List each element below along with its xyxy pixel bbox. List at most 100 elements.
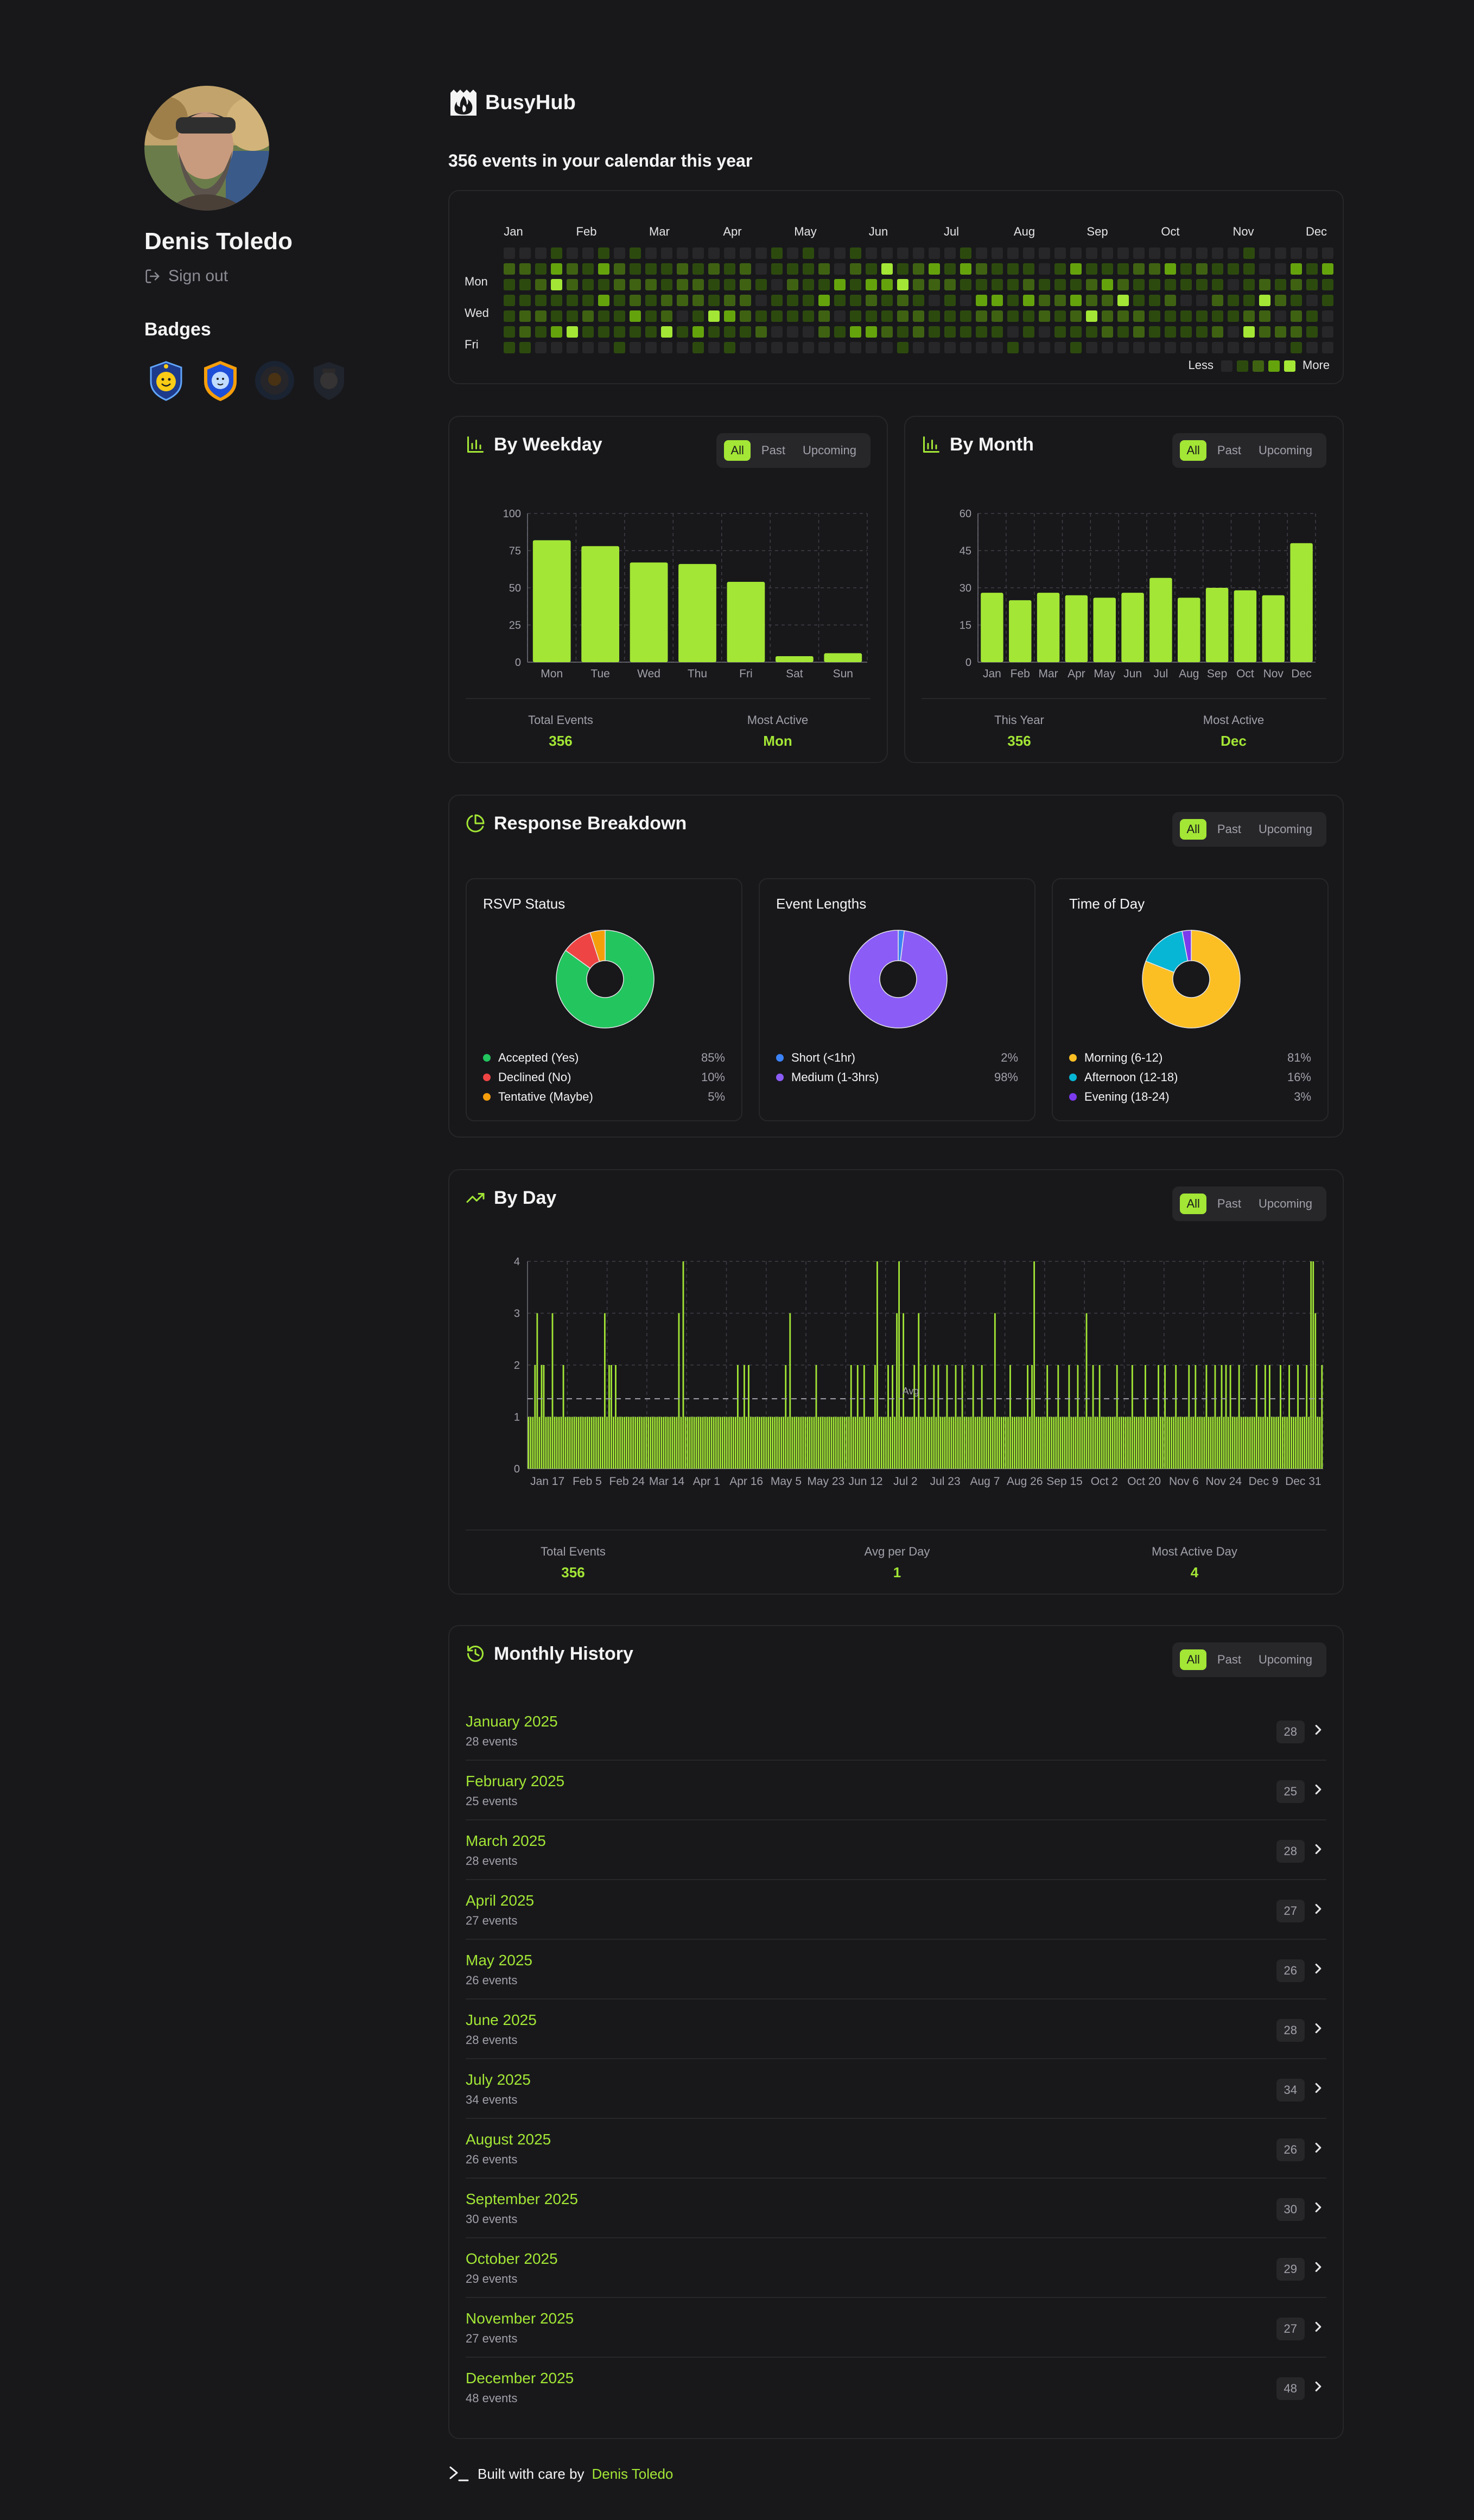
- y-tick-label: 0: [965, 657, 971, 669]
- month-row[interactable]: September 2025 30 events 30: [466, 2179, 1326, 2238]
- footer-author-link[interactable]: Denis Toledo: [592, 2465, 674, 2482]
- chevron-right-icon: [1315, 1903, 1321, 1914]
- day-bar: [1103, 1417, 1105, 1469]
- heatmap-cell: [1180, 326, 1192, 338]
- day-bar: [994, 1313, 996, 1469]
- month-row[interactable]: July 2025 34 events 34: [466, 2059, 1326, 2119]
- month-row[interactable]: December 2025 48 events 48: [466, 2358, 1326, 2417]
- heatmap-cell: [818, 263, 830, 275]
- heatmap-cell: [1102, 310, 1113, 322]
- day-bar: [1234, 1417, 1236, 1469]
- most-active-day-stat: Most Active Day 4: [1124, 1545, 1265, 1581]
- day-bar: [800, 1417, 802, 1469]
- day-bar: [746, 1417, 747, 1469]
- day-bar: [1306, 1365, 1308, 1469]
- day-bar: [599, 1417, 601, 1469]
- locked-badge-icon[interactable]: [307, 359, 351, 402]
- day-bar: [1053, 1417, 1055, 1469]
- sign-out-link[interactable]: Sign out: [144, 267, 416, 285]
- day-bar: [1216, 1417, 1218, 1469]
- heatmap-cell: [834, 326, 846, 338]
- heatmap-cell: [992, 247, 1003, 259]
- month-row[interactable]: October 2025 29 events 29: [466, 2238, 1326, 2298]
- heatmap-cell: [724, 310, 735, 322]
- day-bar: [809, 1417, 811, 1469]
- day-bar: [1301, 1417, 1304, 1469]
- filter-upcoming-button[interactable]: Upcoming: [802, 443, 856, 457]
- heatmap-cell: [1023, 247, 1034, 259]
- day-bar: [763, 1417, 765, 1469]
- filter-upcoming-button[interactable]: Upcoming: [1258, 1197, 1312, 1210]
- heatmap-cell: [582, 326, 594, 338]
- locked-badge-icon[interactable]: [253, 359, 296, 402]
- heatmap-cell: [897, 326, 908, 338]
- day-bar: [1033, 1261, 1035, 1469]
- smile-badge-icon[interactable]: [144, 359, 188, 402]
- filter-upcoming-button[interactable]: Upcoming: [1258, 1653, 1312, 1666]
- month-row[interactable]: February 2025 25 events 25: [466, 1761, 1326, 1820]
- day-bar: [922, 1417, 924, 1469]
- filter-past-button[interactable]: Past: [1217, 1197, 1241, 1210]
- bar-chart-icon: [467, 436, 484, 453]
- x-tick-label: Apr 1: [693, 1475, 720, 1488]
- filter-past-button[interactable]: Past: [761, 443, 785, 457]
- heatmap-cell: [1306, 247, 1318, 259]
- day-bar: [1131, 1365, 1133, 1469]
- month-row[interactable]: March 2025 28 events 28: [466, 1820, 1326, 1880]
- heatmap-cell: [803, 263, 814, 275]
- legend-dot: [483, 1054, 491, 1062]
- month-events: 28 events: [466, 2033, 518, 2047]
- heatmap-cell: [897, 342, 908, 353]
- legend-dot: [776, 1074, 784, 1081]
- day-bar: [1308, 1417, 1310, 1469]
- heatmap-cell: [834, 310, 846, 322]
- day-bar: [704, 1417, 706, 1469]
- day-bar: [667, 1417, 669, 1469]
- heatmap-cell: [913, 263, 924, 275]
- heatmap-cell: [1306, 326, 1318, 338]
- heatmap-cell: [1212, 342, 1223, 353]
- day-bar: [665, 1417, 667, 1469]
- heatmap-cell: [1212, 295, 1223, 306]
- month-row[interactable]: April 2025 27 events 27: [466, 1880, 1326, 1940]
- footer: Built with care by Denis Toledo: [448, 2464, 673, 2484]
- filter-upcoming-button[interactable]: Upcoming: [1258, 443, 1312, 457]
- day-bar: [770, 1417, 772, 1469]
- legend-item: Morning (6-12) 81%: [1069, 1051, 1311, 1065]
- lion-badge-icon[interactable]: [199, 359, 242, 402]
- heatmap-cell: [1086, 247, 1097, 259]
- heatmap-cell: [1196, 326, 1208, 338]
- brand-logo[interactable]: BusyHub: [448, 86, 1344, 119]
- filter-all-button[interactable]: All: [1180, 440, 1206, 461]
- filter-all-button[interactable]: All: [1180, 1649, 1206, 1670]
- day-bar: [1251, 1417, 1253, 1469]
- month-events: 26 events: [466, 1973, 518, 1987]
- heatmap-cell: [866, 263, 877, 275]
- day-bar: [543, 1365, 545, 1469]
- heatmap-cell: [960, 326, 971, 338]
- filter-past-button[interactable]: Past: [1217, 822, 1241, 836]
- filter-all-button[interactable]: All: [724, 440, 751, 461]
- heatmap-cell: [614, 295, 625, 306]
- heatmap-cell: [740, 295, 751, 306]
- filter-upcoming-button[interactable]: Upcoming: [1258, 822, 1312, 836]
- day-bar: [717, 1417, 719, 1469]
- filter-past-button[interactable]: Past: [1217, 1653, 1241, 1666]
- chevron-right-icon: [1315, 2023, 1321, 2034]
- y-tick-label: 60: [960, 508, 971, 520]
- month-row[interactable]: January 2025 28 events 28: [466, 1701, 1326, 1761]
- month-row[interactable]: May 2025 26 events 26: [466, 1940, 1326, 2000]
- day-bar: [1175, 1365, 1177, 1469]
- heatmap-cell: [1054, 279, 1066, 290]
- heatmap-cell: [598, 310, 609, 322]
- month-events: 28 events: [466, 1735, 518, 1748]
- month-row[interactable]: June 2025 28 events 28: [466, 2000, 1326, 2059]
- filter-all-button[interactable]: All: [1180, 1194, 1206, 1214]
- filter-all-button[interactable]: All: [1180, 819, 1206, 840]
- filter-past-button[interactable]: Past: [1217, 443, 1241, 457]
- month-row[interactable]: November 2025 27 events 27: [466, 2298, 1326, 2358]
- heatmap-cell: [1133, 342, 1145, 353]
- donut-slice: [849, 930, 948, 1029]
- month-row[interactable]: August 2025 26 events 26: [466, 2119, 1326, 2179]
- day-bar: [948, 1417, 950, 1469]
